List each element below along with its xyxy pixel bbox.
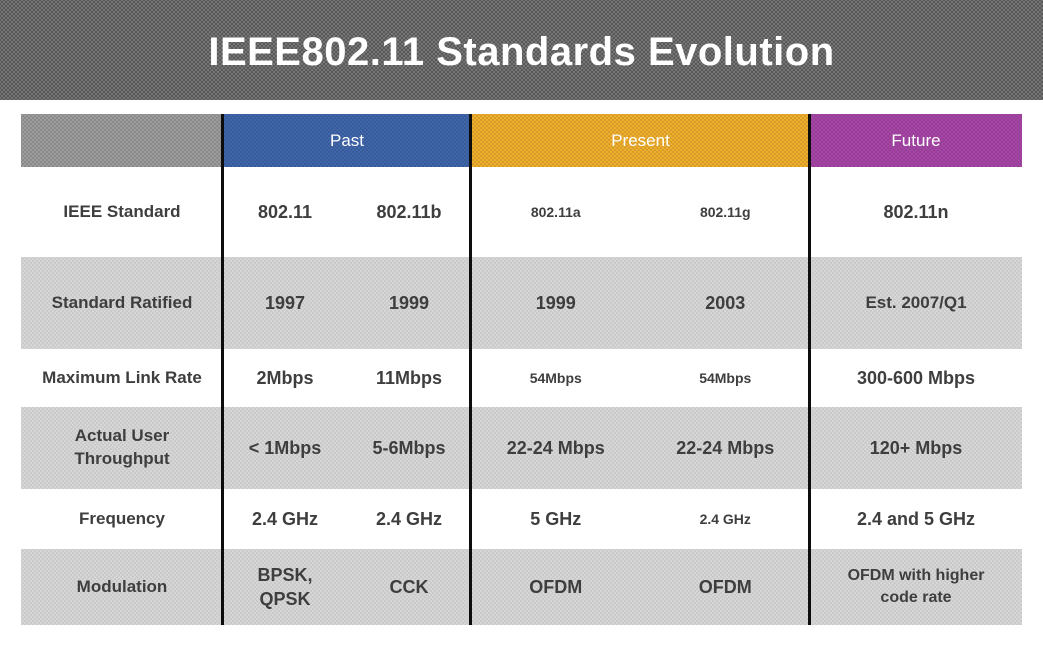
row-label: Frequency bbox=[79, 508, 165, 528]
table-cell: 802.11g bbox=[699, 203, 751, 220]
table-cell: 5 GHz bbox=[530, 508, 582, 529]
table-cell: OFDM bbox=[698, 576, 752, 597]
table-cell: 2.4 GHz bbox=[375, 508, 443, 529]
table-cell: OFDM bbox=[529, 576, 583, 597]
column-divider bbox=[221, 114, 224, 625]
present-values: 802.11a 802.11g bbox=[471, 167, 810, 257]
column-header-past: Past bbox=[223, 114, 471, 167]
table-cell: < 1Mbps bbox=[248, 437, 322, 458]
table-cell: 2Mbps bbox=[256, 367, 314, 388]
table-cell: 1997 bbox=[264, 292, 306, 313]
row-modulation: Modulation BPSK, QPSK CCK OFDM OFDM OFDM… bbox=[21, 549, 1022, 625]
column-divider bbox=[469, 114, 472, 625]
table-cell: 1999 bbox=[388, 292, 430, 313]
column-header-present: Present bbox=[471, 114, 810, 167]
future-value: 300-600 Mbps bbox=[856, 367, 976, 388]
page-title: IEEE802.11 Standards Evolution bbox=[208, 29, 835, 74]
table-cell: 802.11a bbox=[530, 203, 581, 220]
table-header-row: Past Present Future bbox=[21, 114, 1022, 167]
present-values: OFDM OFDM bbox=[471, 549, 810, 625]
table-cell: 802.11b bbox=[376, 201, 442, 222]
table-cell: 5-6Mbps bbox=[372, 437, 446, 458]
column-divider bbox=[808, 114, 811, 625]
past-values: 2.4 GHz 2.4 GHz bbox=[223, 489, 471, 549]
past-values: 802.11 802.11b bbox=[223, 167, 471, 257]
past-values: < 1Mbps 5-6Mbps bbox=[223, 407, 471, 489]
row-frequency: Frequency 2.4 GHz 2.4 GHz 5 GHz 2.4 GHz … bbox=[21, 489, 1022, 549]
present-values: 1999 2003 bbox=[471, 257, 810, 349]
column-header-future: Future bbox=[810, 114, 1022, 167]
row-label: Actual User Throughput bbox=[74, 426, 170, 468]
present-values: 22-24 Mbps 22-24 Mbps bbox=[471, 407, 810, 489]
row-ieee-standard: IEEE Standard 802.11 802.11b 802.11a 802… bbox=[21, 167, 1022, 257]
future-value: 802.11n bbox=[883, 201, 949, 222]
future-value: 120+ Mbps bbox=[869, 437, 963, 458]
header-cell-empty bbox=[21, 114, 223, 167]
past-values: BPSK, QPSK CCK bbox=[223, 549, 471, 625]
table-cell: 54Mbps bbox=[699, 369, 752, 386]
future-value: Est. 2007/Q1 bbox=[865, 293, 967, 312]
table-cell: 2003 bbox=[705, 292, 746, 313]
table-cell: 2.4 GHz bbox=[699, 510, 751, 527]
standards-table: Past Present Future IEEE Standard 802.11… bbox=[21, 114, 1022, 625]
table-cell: 11Mbps bbox=[375, 367, 443, 388]
row-label: Standard Ratified bbox=[51, 292, 193, 312]
row-label: Maximum Link Rate bbox=[42, 367, 202, 387]
row-actual-user-throughput: Actual User Throughput < 1Mbps 5-6Mbps 2… bbox=[21, 407, 1022, 489]
row-standard-ratified: Standard Ratified 1997 1999 1999 2003 Es… bbox=[21, 257, 1022, 349]
past-values: 1997 1999 bbox=[223, 257, 471, 349]
table-cell: CCK bbox=[389, 576, 429, 597]
table-cell: 22-24 Mbps bbox=[506, 437, 605, 458]
table-cell: 2.4 GHz bbox=[251, 508, 319, 529]
future-value: OFDM with higher code rate bbox=[847, 567, 985, 606]
present-values: 5 GHz 2.4 GHz bbox=[471, 489, 810, 549]
table-cell: 1999 bbox=[535, 292, 576, 313]
row-label: Modulation bbox=[76, 576, 168, 596]
table-cell: 802.11 bbox=[257, 201, 313, 222]
present-values: 54Mbps 54Mbps bbox=[471, 349, 810, 407]
row-maximum-link-rate: Maximum Link Rate 2Mbps 11Mbps 54Mbps 54… bbox=[21, 349, 1022, 407]
table-cell: 54Mbps bbox=[529, 369, 582, 386]
past-values: 2Mbps 11Mbps bbox=[223, 349, 471, 407]
row-label: IEEE Standard bbox=[63, 201, 181, 221]
title-band: IEEE802.11 Standards Evolution bbox=[0, 0, 1043, 100]
table-cell: BPSK, QPSK bbox=[257, 564, 313, 609]
table-cell: 22-24 Mbps bbox=[676, 437, 775, 458]
future-value: 2.4 and 5 GHz bbox=[856, 508, 976, 529]
